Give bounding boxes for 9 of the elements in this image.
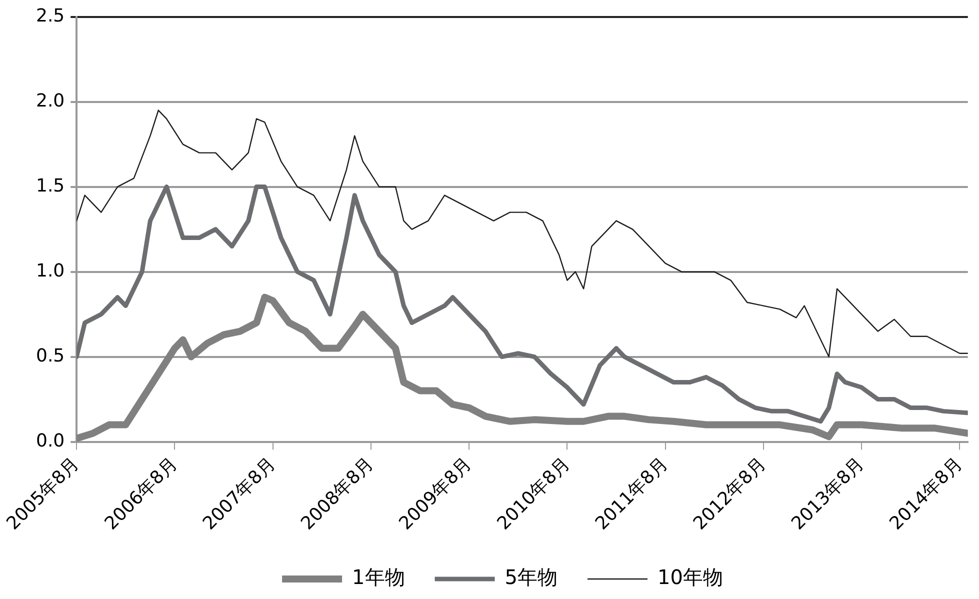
legend-label: 5年物 [504, 565, 558, 590]
y-tick-label: 0.0 [36, 430, 65, 452]
y-tick-label: 2.5 [36, 5, 65, 26]
y-tick-label: 0.5 [36, 345, 65, 366]
legend-label: 10年物 [658, 565, 723, 590]
y-tick-label: 2.0 [36, 90, 65, 112]
y-tick-label: 1.0 [36, 260, 65, 282]
y-tick-label: 1.5 [36, 175, 65, 196]
legend-label: 1年物 [352, 565, 405, 590]
